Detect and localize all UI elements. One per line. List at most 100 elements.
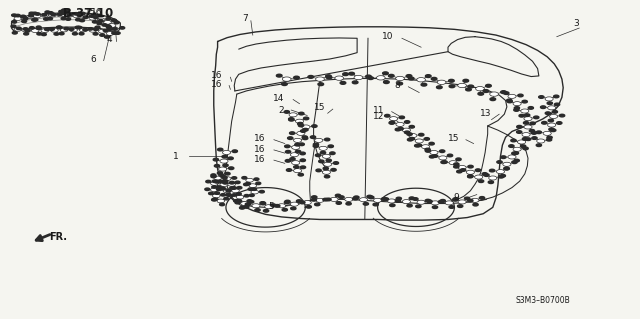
Circle shape — [211, 174, 216, 176]
Circle shape — [536, 144, 541, 146]
Circle shape — [11, 25, 16, 27]
Circle shape — [543, 131, 551, 135]
Circle shape — [106, 32, 114, 35]
Circle shape — [104, 36, 109, 38]
Circle shape — [77, 13, 82, 15]
Circle shape — [396, 76, 404, 81]
Circle shape — [383, 72, 388, 75]
Circle shape — [25, 30, 30, 32]
Circle shape — [251, 190, 259, 194]
Circle shape — [115, 21, 119, 24]
Circle shape — [275, 204, 280, 207]
Circle shape — [431, 78, 437, 80]
Circle shape — [289, 118, 294, 121]
Circle shape — [111, 27, 119, 31]
Circle shape — [364, 203, 369, 205]
Circle shape — [239, 202, 247, 205]
Circle shape — [12, 14, 17, 17]
Circle shape — [326, 159, 332, 162]
Circle shape — [89, 28, 97, 32]
Circle shape — [36, 27, 41, 30]
Circle shape — [22, 28, 29, 32]
Circle shape — [534, 116, 539, 119]
Circle shape — [12, 32, 17, 34]
Circle shape — [484, 174, 489, 176]
Circle shape — [447, 154, 452, 157]
Circle shape — [509, 145, 514, 147]
Circle shape — [504, 167, 509, 170]
Circle shape — [294, 138, 301, 142]
Circle shape — [456, 158, 461, 161]
Circle shape — [218, 181, 223, 183]
Circle shape — [292, 161, 300, 165]
Circle shape — [458, 200, 466, 204]
Circle shape — [289, 113, 297, 117]
Circle shape — [433, 206, 438, 209]
Circle shape — [213, 158, 218, 161]
Circle shape — [475, 175, 483, 179]
Circle shape — [211, 188, 218, 192]
Text: 4: 4 — [106, 35, 112, 44]
Circle shape — [554, 103, 560, 106]
Circle shape — [528, 107, 534, 109]
Circle shape — [440, 150, 445, 152]
Text: 12: 12 — [372, 112, 384, 121]
Circle shape — [557, 122, 562, 124]
Circle shape — [216, 186, 221, 188]
Circle shape — [398, 127, 403, 130]
Circle shape — [248, 188, 253, 190]
Circle shape — [324, 162, 332, 166]
Circle shape — [20, 16, 28, 19]
Circle shape — [513, 102, 521, 106]
Circle shape — [419, 133, 424, 136]
Circle shape — [518, 94, 523, 97]
Text: 16: 16 — [91, 8, 102, 17]
Circle shape — [42, 33, 46, 36]
Circle shape — [212, 198, 217, 201]
Circle shape — [108, 24, 116, 27]
Circle shape — [438, 201, 444, 203]
Circle shape — [346, 202, 351, 205]
Circle shape — [61, 10, 67, 13]
Circle shape — [254, 178, 259, 181]
Circle shape — [315, 138, 323, 142]
Circle shape — [31, 29, 39, 33]
Circle shape — [231, 187, 236, 189]
Circle shape — [65, 11, 69, 12]
Circle shape — [16, 27, 21, 30]
Circle shape — [236, 195, 244, 199]
Circle shape — [239, 206, 244, 209]
Text: 16: 16 — [211, 71, 223, 80]
Circle shape — [237, 199, 241, 202]
Circle shape — [490, 92, 499, 96]
Circle shape — [62, 12, 66, 14]
Text: 11: 11 — [372, 106, 384, 115]
Circle shape — [45, 11, 50, 13]
Circle shape — [115, 32, 120, 34]
Circle shape — [67, 13, 72, 16]
Circle shape — [232, 177, 237, 179]
Circle shape — [236, 193, 241, 195]
Circle shape — [454, 165, 459, 168]
Circle shape — [237, 187, 242, 189]
Circle shape — [368, 77, 373, 79]
Circle shape — [383, 81, 389, 84]
Circle shape — [73, 14, 81, 18]
Circle shape — [252, 188, 257, 190]
Circle shape — [285, 145, 290, 148]
Circle shape — [508, 155, 516, 159]
Circle shape — [318, 83, 324, 85]
Circle shape — [310, 136, 316, 138]
Circle shape — [390, 204, 395, 207]
Circle shape — [244, 195, 249, 197]
Circle shape — [70, 28, 77, 32]
Circle shape — [29, 26, 35, 29]
Circle shape — [425, 199, 431, 202]
Circle shape — [523, 147, 528, 150]
Circle shape — [220, 175, 225, 177]
Circle shape — [360, 198, 367, 202]
Circle shape — [323, 198, 328, 201]
Circle shape — [230, 187, 235, 189]
Circle shape — [330, 152, 335, 154]
Circle shape — [311, 198, 316, 201]
